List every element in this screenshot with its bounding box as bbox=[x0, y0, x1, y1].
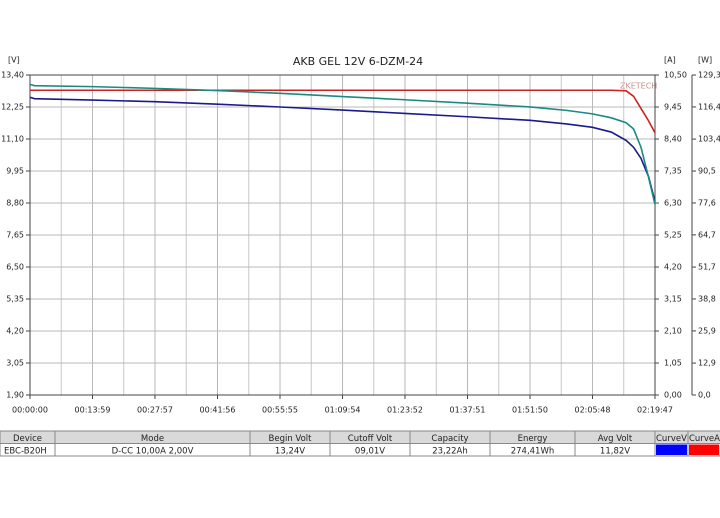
y2-tick-label: 8,40 bbox=[664, 135, 682, 144]
table-cell: D-CC 10,00A 2,00V bbox=[112, 446, 194, 456]
table-cell: 11,82V bbox=[600, 446, 630, 456]
x-tick-label: 00:27:57 bbox=[137, 406, 173, 415]
x-tick-label: 00:41:56 bbox=[200, 406, 236, 415]
y3-tick-label: 12,9 bbox=[698, 359, 716, 368]
y-tick-label: 13,40 bbox=[1, 71, 24, 80]
y2-tick-label: 2,10 bbox=[664, 327, 682, 336]
y-tick-label: 1,90 bbox=[6, 391, 24, 400]
y3-tick-label: 0,0 bbox=[698, 391, 711, 400]
y2-tick-label: 4,20 bbox=[664, 263, 682, 272]
y3-tick-label: 103,4 bbox=[698, 135, 720, 144]
x-tick-label: 02:05:48 bbox=[575, 406, 611, 415]
y-tick-label: 5,35 bbox=[6, 295, 24, 304]
y3-tick-label: 90,5 bbox=[698, 167, 716, 176]
y2-tick-label: 3,15 bbox=[664, 295, 682, 304]
y3-tick-label: 116,4 bbox=[698, 102, 720, 111]
y3-unit: [W] bbox=[698, 56, 712, 65]
x-tick-label: 01:51:50 bbox=[512, 406, 548, 415]
y3-tick-label: 25,9 bbox=[698, 326, 716, 335]
y3-tick-label: 38,8 bbox=[698, 294, 716, 303]
chart-title: AKB GEL 12V 6-DZM-24 bbox=[293, 55, 423, 68]
table-header: Energy bbox=[518, 434, 548, 444]
y-tick-label: 4,20 bbox=[6, 327, 24, 336]
table-cell: 13,24V bbox=[275, 446, 305, 456]
series-line bbox=[30, 89, 656, 134]
x-tick-label: 00:00:00 bbox=[12, 406, 48, 415]
x-tick-label: 00:13:59 bbox=[75, 406, 111, 415]
table-cell: 23,22Ah bbox=[432, 446, 468, 456]
y-tick-label: 11,10 bbox=[1, 135, 24, 144]
table-header: Device bbox=[13, 434, 42, 444]
table-header: CurveA bbox=[689, 434, 720, 444]
table-header: CurveV bbox=[656, 434, 687, 444]
y3-tick-label: 77,6 bbox=[698, 198, 716, 207]
series-line bbox=[29, 83, 656, 205]
y2-tick-label: 9,45 bbox=[664, 103, 682, 112]
y2-tick-label: 6,30 bbox=[664, 199, 682, 208]
y2-unit: [A] bbox=[664, 56, 676, 65]
y-tick-label: 12,25 bbox=[1, 103, 24, 112]
table-row-bg bbox=[0, 443, 720, 456]
y3-tick-label: 64,7 bbox=[698, 230, 716, 239]
y2-tick-label: 7,35 bbox=[664, 167, 682, 176]
y-tick-label: 3,05 bbox=[6, 359, 24, 368]
series-line bbox=[29, 96, 656, 202]
x-tick-label: 01:37:51 bbox=[450, 406, 486, 415]
table-header: Mode bbox=[141, 434, 164, 444]
y2-tick-label: 1,05 bbox=[664, 359, 682, 368]
table-header: Avg Volt bbox=[598, 434, 633, 444]
y3-tick-label: 129,3 bbox=[698, 71, 720, 80]
y2-tick-label: 5,25 bbox=[664, 231, 682, 240]
table-header-bg bbox=[0, 431, 720, 444]
plot-frame bbox=[29, 74, 656, 396]
y2-tick-label: 0,00 bbox=[664, 391, 682, 400]
y2-tick-label: 10,50 bbox=[664, 71, 687, 80]
curve-swatch bbox=[689, 444, 719, 455]
x-tick-label: 00:55:55 bbox=[262, 406, 298, 415]
x-tick-label: 02:19:47 bbox=[637, 406, 673, 415]
table-cell: EBC-B20H bbox=[4, 446, 47, 456]
table-cell: 274,41Wh bbox=[511, 446, 555, 456]
y-unit: [V] bbox=[8, 56, 20, 65]
y3-tick-label: 51,7 bbox=[698, 263, 716, 272]
y-tick-label: 8,80 bbox=[6, 199, 24, 208]
table-cell: 09,01V bbox=[355, 446, 385, 456]
table-header: Capacity bbox=[431, 434, 468, 444]
watermark: ZKETECH bbox=[620, 82, 657, 91]
x-tick-label: 01:23:52 bbox=[387, 406, 423, 415]
y-tick-label: 6,50 bbox=[6, 263, 24, 272]
curve-swatch bbox=[656, 444, 687, 455]
y-tick-label: 7,65 bbox=[6, 231, 24, 240]
y-tick-label: 9,95 bbox=[6, 167, 24, 176]
table-header: Cutoff Volt bbox=[348, 434, 393, 444]
x-tick-label: 01:09:54 bbox=[325, 406, 361, 415]
table-header: Begin Volt bbox=[269, 434, 313, 444]
